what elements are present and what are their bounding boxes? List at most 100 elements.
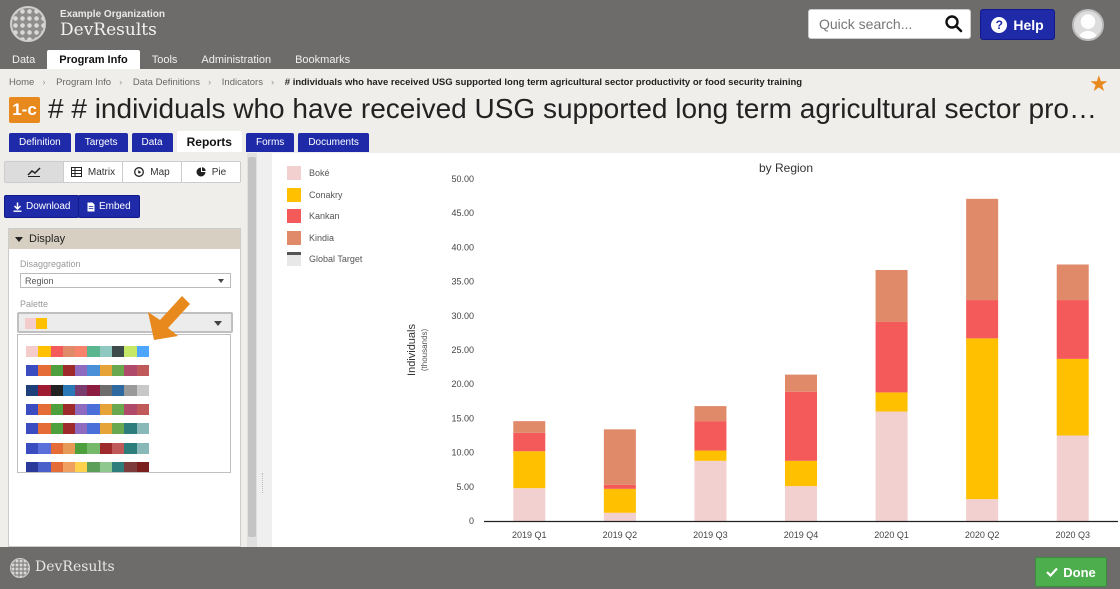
legend-item[interactable]: Conakry bbox=[287, 187, 343, 202]
top-header: Example Organization DevResults ? Help D… bbox=[0, 0, 1120, 69]
palette-color-swatch bbox=[124, 384, 137, 396]
logo-globe-icon[interactable] bbox=[10, 6, 46, 42]
palette-color-swatch bbox=[112, 365, 125, 377]
tab-documents[interactable]: Documents bbox=[298, 133, 369, 152]
palette-color-swatch bbox=[112, 346, 125, 357]
indicator-code-badge: 1-c bbox=[9, 97, 40, 123]
bar-segment bbox=[1056, 358, 1089, 436]
palette-color-swatch bbox=[26, 384, 39, 396]
palette-color-swatch bbox=[26, 423, 39, 435]
palette-option[interactable] bbox=[26, 442, 149, 454]
disaggregation-select[interactable]: Region bbox=[20, 273, 231, 288]
palette-color-swatch bbox=[62, 461, 76, 472]
legend-item[interactable]: Boké bbox=[287, 166, 330, 180]
breadcrumb-indicators[interactable]: Indicators bbox=[221, 77, 263, 88]
view-type-toggle: Matrix Map Pie bbox=[4, 161, 241, 183]
bar-segment bbox=[603, 488, 636, 513]
indicator-tabs: Definition Targets Data Reports Forms Do… bbox=[9, 131, 369, 152]
palette-option[interactable] bbox=[26, 346, 149, 357]
search-input[interactable] bbox=[809, 10, 939, 38]
tab-definition[interactable]: Definition bbox=[9, 133, 71, 152]
nav-tools[interactable]: Tools bbox=[151, 53, 178, 66]
y-tick-label: 30.00 bbox=[451, 311, 474, 321]
palette-color-swatch bbox=[124, 461, 137, 472]
brand-name[interactable]: DevResults bbox=[60, 20, 157, 40]
tab-targets[interactable]: Targets bbox=[74, 133, 128, 152]
breadcrumb-home[interactable]: Home bbox=[9, 77, 35, 88]
bar-segment bbox=[1056, 300, 1089, 359]
chevron-down-icon bbox=[214, 321, 222, 326]
palette-color-swatch bbox=[26, 442, 39, 454]
view-map-button[interactable]: Map bbox=[123, 162, 182, 182]
palette-color-swatch bbox=[99, 346, 113, 357]
org-name: Example Organization bbox=[60, 9, 166, 20]
legend-swatch bbox=[287, 209, 301, 223]
x-tick-label: 2020 Q3 bbox=[1055, 530, 1090, 540]
x-tick-label: 2019 Q2 bbox=[603, 530, 638, 540]
palette-option[interactable] bbox=[26, 365, 149, 377]
palette-select[interactable] bbox=[17, 312, 233, 333]
y-tick-label: 35.00 bbox=[451, 277, 474, 287]
breadcrumb-program-info[interactable]: Program Info bbox=[56, 77, 112, 88]
tab-reports[interactable]: Reports bbox=[176, 131, 242, 152]
legend-item[interactable]: Kankan bbox=[287, 209, 340, 223]
splitter[interactable] bbox=[257, 153, 272, 547]
nav-bookmarks[interactable]: Bookmarks bbox=[295, 53, 351, 66]
y-tick-label: 45.00 bbox=[451, 208, 474, 218]
disaggregation-value: Region bbox=[25, 275, 54, 286]
palette-color-swatch bbox=[62, 346, 76, 357]
legend-item[interactable]: Kindia bbox=[287, 230, 334, 245]
display-section-header[interactable]: Display bbox=[9, 229, 240, 249]
palette-color-swatch bbox=[62, 403, 76, 415]
nav-program-info[interactable]: Program Info bbox=[47, 50, 140, 69]
tab-forms[interactable]: Forms bbox=[245, 133, 295, 152]
palette-color-swatch bbox=[75, 423, 88, 435]
palette-option[interactable] bbox=[26, 423, 149, 435]
palette-option[interactable] bbox=[26, 403, 149, 415]
palette-color-swatch bbox=[136, 346, 149, 357]
bar-segment bbox=[603, 484, 636, 489]
panel-scrollbar[interactable] bbox=[247, 153, 257, 547]
palette-color-swatch bbox=[136, 461, 149, 472]
palette-option[interactable] bbox=[26, 384, 149, 396]
view-pie-button[interactable]: Pie bbox=[182, 162, 240, 182]
palette-color-swatch bbox=[75, 403, 88, 415]
palette-color-swatch bbox=[62, 442, 76, 454]
download-icon bbox=[13, 202, 22, 212]
palette-color-swatch bbox=[136, 423, 149, 435]
palette-color-swatch bbox=[75, 346, 88, 357]
legend-item[interactable]: Global Target bbox=[287, 252, 362, 266]
palette-color-swatch bbox=[50, 403, 63, 415]
search-icon[interactable] bbox=[944, 14, 964, 34]
palette-option[interactable] bbox=[26, 461, 149, 472]
breadcrumb-sep: › bbox=[42, 77, 46, 88]
page-header: Home › Program Info › Data Definitions › In… bbox=[0, 69, 1120, 153]
bar-segment bbox=[603, 512, 636, 521]
palette-color-swatch bbox=[75, 442, 88, 454]
scrollbar-thumb[interactable] bbox=[248, 157, 256, 537]
palette-color-swatch bbox=[99, 365, 113, 377]
view-chart-button[interactable] bbox=[5, 162, 64, 182]
embed-button[interactable]: Embed bbox=[78, 195, 140, 218]
bar-segment bbox=[785, 374, 817, 392]
pie-chart-icon bbox=[196, 167, 206, 177]
bar-segment bbox=[513, 421, 546, 433]
download-button[interactable]: Download bbox=[4, 195, 80, 218]
palette-color-swatch bbox=[99, 384, 113, 396]
palette-color-swatch bbox=[99, 461, 113, 472]
help-button[interactable]: ? Help bbox=[980, 9, 1055, 40]
palette-swatch bbox=[25, 318, 36, 329]
bookmark-star-icon[interactable]: ★ bbox=[1089, 71, 1109, 96]
tab-data[interactable]: Data bbox=[131, 133, 173, 152]
palette-color-swatch bbox=[50, 346, 63, 357]
breadcrumb-data-definitions[interactable]: Data Definitions bbox=[132, 77, 200, 88]
nav-data[interactable]: Data bbox=[12, 53, 36, 66]
user-avatar[interactable] bbox=[1072, 9, 1104, 41]
report-options-panel: Matrix Map Pie Download Embed Display Di… bbox=[0, 153, 247, 547]
splitter-handle[interactable] bbox=[262, 473, 266, 493]
done-button[interactable]: Done bbox=[1035, 557, 1107, 587]
view-matrix-button[interactable]: Matrix bbox=[64, 162, 123, 182]
palette-color-swatch bbox=[87, 365, 100, 377]
nav-administration[interactable]: Administration bbox=[201, 53, 272, 66]
palette-color-swatch bbox=[87, 403, 100, 415]
